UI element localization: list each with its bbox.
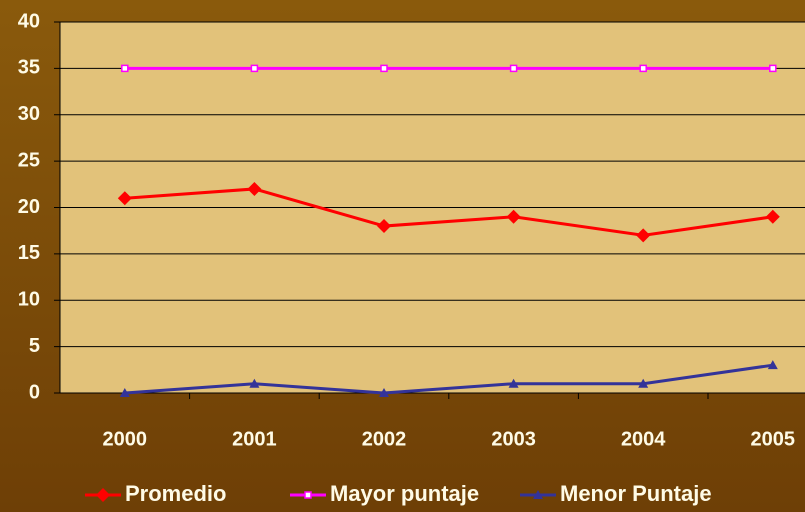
marker bbox=[380, 64, 388, 73]
marker bbox=[508, 378, 519, 388]
marker bbox=[250, 64, 259, 73]
marker bbox=[119, 388, 130, 397]
legend-label: Mayor puntaje bbox=[330, 481, 479, 506]
marker bbox=[765, 209, 780, 224]
marker bbox=[247, 181, 262, 196]
y-tick-label: 20 bbox=[18, 196, 40, 218]
x-tick-label: 2004 bbox=[621, 428, 666, 450]
y-tick-label: 40 bbox=[18, 10, 40, 32]
x-tick-label: 2000 bbox=[103, 428, 148, 450]
y-tick-label: 10 bbox=[18, 289, 40, 311]
marker bbox=[506, 209, 521, 224]
series-line bbox=[124, 363, 774, 395]
series-layer bbox=[117, 64, 780, 397]
marker bbox=[304, 491, 312, 499]
y-tick-label: 15 bbox=[18, 242, 40, 264]
marker bbox=[769, 64, 777, 73]
marker bbox=[509, 64, 518, 73]
labels: 0 5 10 15 20 25 30 35 40 2000 2001 2002 2003 2004 2005… bbox=[18, 10, 795, 506]
legend-label: Promedio bbox=[125, 481, 226, 506]
x-tick-label: 2002 bbox=[362, 428, 407, 450]
marker bbox=[379, 388, 389, 397]
x-tick-label: 2003 bbox=[491, 428, 536, 450]
x-tick-label: 2005 bbox=[751, 428, 796, 450]
marker bbox=[639, 64, 647, 73]
marker bbox=[533, 490, 543, 499]
marker bbox=[96, 488, 110, 502]
marker bbox=[636, 228, 651, 243]
y-tick-label: 0 bbox=[29, 381, 40, 403]
x-tick-label: 2001 bbox=[232, 428, 277, 450]
y-tick-label: 30 bbox=[18, 103, 40, 125]
series-line bbox=[124, 187, 774, 237]
y-tick-label: 5 bbox=[29, 335, 40, 357]
marker bbox=[249, 378, 260, 388]
legend-label: Menor Puntaje bbox=[560, 481, 712, 506]
marker bbox=[377, 219, 391, 234]
marker bbox=[121, 64, 129, 73]
marker bbox=[638, 378, 649, 388]
marker bbox=[767, 360, 778, 370]
y-tick-label: 35 bbox=[18, 57, 40, 79]
marker bbox=[117, 191, 132, 206]
y-tick-label: 25 bbox=[18, 149, 40, 171]
